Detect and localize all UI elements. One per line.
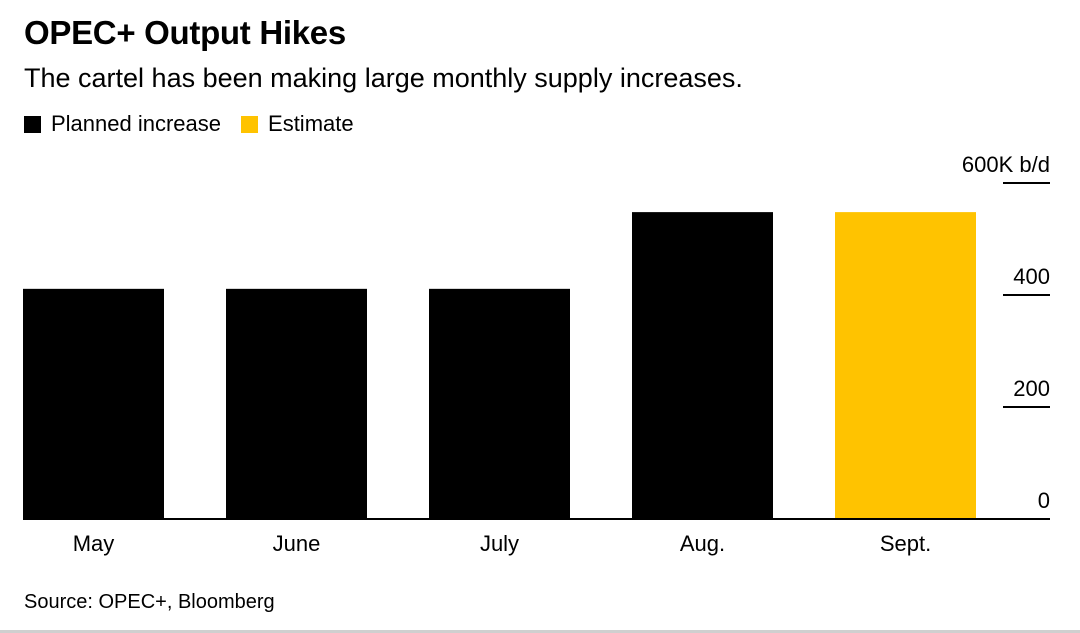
bar-may [23,288,164,519]
x-tick-label: July [480,531,519,556]
x-tick-label: June [273,531,321,556]
legend-label-planned: Planned increase [51,111,222,136]
y-tick-label: 200 [1013,376,1050,401]
bar-sept [835,212,976,519]
bar-june [226,288,367,519]
bottom-divider [0,630,1080,633]
legend-swatch-estimate [241,115,259,133]
y-tick-label: 400 [1013,264,1050,289]
x-tick-label: May [73,531,115,556]
legend-label-estimate: Estimate [268,111,354,136]
legend-item-estimate: Estimate [241,111,354,137]
source-note: Source: OPEC+, Bloomberg [24,591,275,613]
y-tick-label: 0 [1038,488,1050,513]
bar-july [429,288,570,519]
legend-item-planned: Planned increase [24,111,221,137]
chart-title: OPEC+ Output Hikes [24,14,346,51]
legend: Planned increase Estimate [24,111,374,137]
y-tick-label: 600K b/d [962,152,1050,177]
x-tick-label: Sept. [880,531,931,556]
bar-aug [632,212,773,519]
chart-subtitle: The cartel has been making large monthly… [24,63,743,93]
legend-swatch-planned [24,115,41,133]
x-tick-label: Aug. [680,531,725,556]
